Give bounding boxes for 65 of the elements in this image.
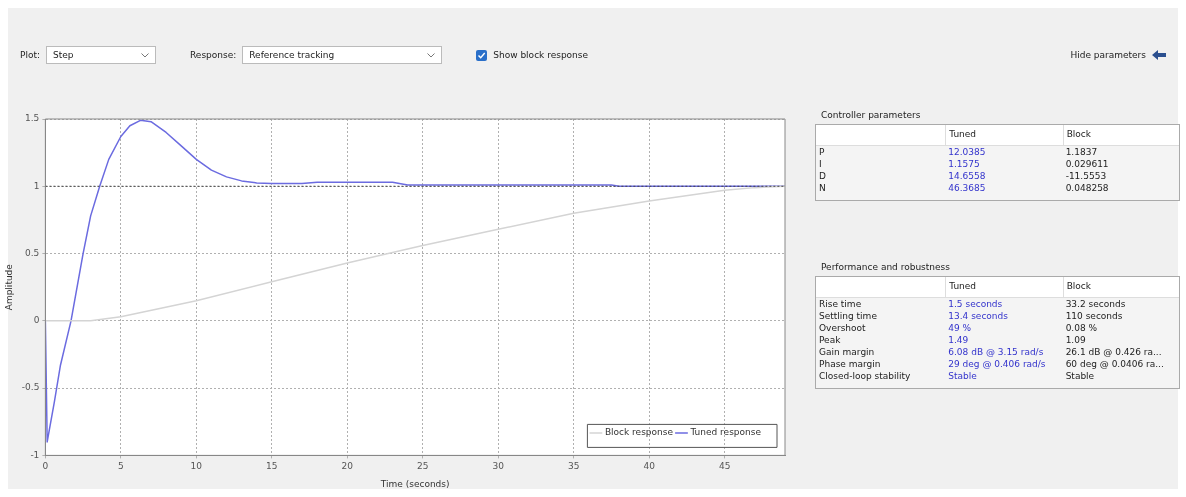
text: 0.029611 xyxy=(1064,158,1110,170)
x-tick-label: 35 xyxy=(567,461,580,472)
text: 1.49 xyxy=(947,334,970,346)
text: Controller parameters xyxy=(820,110,922,120)
text: Rise time xyxy=(818,298,863,310)
text: 1.1837 xyxy=(1064,146,1099,158)
text: 13.4 seconds xyxy=(947,310,1009,322)
text: 1.1575 xyxy=(947,158,981,170)
y-tick-label: 1.5 xyxy=(25,113,40,124)
text: Step xyxy=(53,50,74,60)
text: I xyxy=(818,158,823,170)
category-label: Block xyxy=(1062,277,1179,297)
text: Reference tracking xyxy=(249,50,335,60)
text: Phase margin xyxy=(818,358,882,370)
text: 26.1 dB @ 0.426 ra... xyxy=(1064,346,1163,358)
text: P xyxy=(818,146,826,158)
text: -11.5553 xyxy=(1064,170,1108,182)
x-tick-label: 5 xyxy=(117,461,124,472)
legend-label: Block response xyxy=(604,427,674,438)
x-tick-label: 25 xyxy=(417,461,429,472)
x-axis-title: Time (seconds) xyxy=(379,478,450,489)
text: N xyxy=(818,182,827,194)
y-tick-label: -0.5 xyxy=(21,382,40,393)
text: 1.09 xyxy=(1064,334,1087,346)
text: Closed-loop stability xyxy=(818,370,912,382)
text: 6.08 dB @ 3.15 rad/s xyxy=(947,346,1045,358)
text: Overshoot xyxy=(818,322,867,334)
x-tick-label: 45 xyxy=(718,461,731,472)
text: Stable xyxy=(1064,370,1096,382)
text: 46.3685 xyxy=(947,182,987,194)
text: Stable xyxy=(947,370,978,382)
category-label: Tuned xyxy=(945,277,1063,297)
text: Gain margin xyxy=(818,346,876,358)
text: 1.5 seconds xyxy=(947,298,1004,310)
x-tick-label: 10 xyxy=(190,461,203,472)
text: 60 deg @ 0.0406 ra... xyxy=(1064,358,1165,370)
text: Plot: xyxy=(20,50,40,60)
x-tick-label: 40 xyxy=(643,461,656,472)
text: Hide parameters xyxy=(1070,50,1146,60)
text: 49 % xyxy=(947,322,973,334)
y-tick-label: 0.5 xyxy=(25,247,40,258)
x-tick-label: 20 xyxy=(341,461,354,472)
text: 29 deg @ 0.406 rad/s xyxy=(947,358,1047,370)
category-label: Block xyxy=(1062,125,1179,145)
text: Settling time xyxy=(818,310,878,322)
text: 0.08 % xyxy=(1064,322,1099,334)
y-tick-label: 0 xyxy=(33,315,40,326)
text: 33.2 seconds xyxy=(1064,298,1127,310)
text: 110 seconds xyxy=(1064,310,1124,322)
category-label: Tuned xyxy=(945,125,1063,145)
text: Response: xyxy=(190,50,237,60)
x-tick-label: 15 xyxy=(266,461,278,472)
x-tick-label: 30 xyxy=(492,461,505,472)
text: Peak xyxy=(818,334,842,346)
legend-label: Tuned response xyxy=(689,427,762,438)
text: Performance and robustness xyxy=(820,262,951,272)
y-tick-label: 1 xyxy=(33,180,40,191)
y-tick-label: -1 xyxy=(30,449,40,460)
text: 14.6558 xyxy=(947,170,987,182)
text: 0.048258 xyxy=(1064,182,1110,194)
text: D xyxy=(818,170,827,182)
text: Show block response xyxy=(493,50,589,60)
text: 12.0385 xyxy=(947,146,987,158)
x-tick-label: 0 xyxy=(42,461,49,472)
y-axis-title: Amplitude xyxy=(3,263,14,311)
